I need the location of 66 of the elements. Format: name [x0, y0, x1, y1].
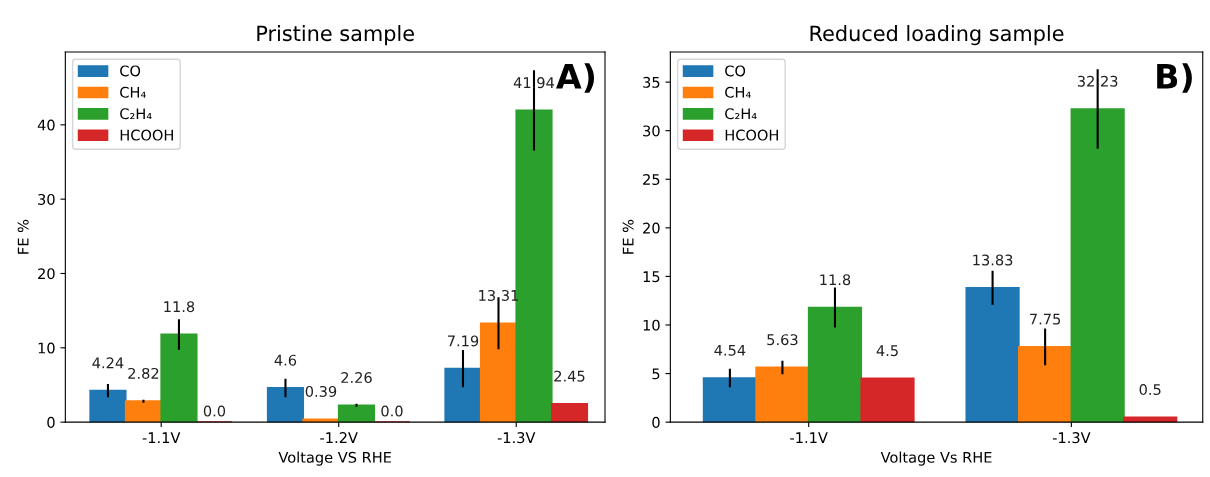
bar: [702, 377, 757, 423]
x-axis-title: Voltage Vs RHE: [880, 451, 992, 466]
data-label: 2.82: [128, 367, 159, 379]
chart-title: Reduced loading sample: [810, 25, 1064, 46]
bar: [444, 367, 482, 423]
legend-label: CH₄: [120, 86, 146, 98]
data-label: 0.39: [305, 385, 337, 397]
bar: [266, 387, 305, 423]
y-tick-label: 20: [643, 222, 660, 234]
bar: [124, 400, 163, 423]
y-tick-label: 25: [643, 173, 660, 186]
data-label: 7.75: [1030, 313, 1061, 325]
bar: [965, 286, 1020, 423]
legend-label: C₂H₄: [120, 108, 152, 120]
legend-label: HCOOH: [725, 129, 778, 141]
annotation: A): [556, 63, 595, 93]
y-tick-label: 30: [38, 193, 55, 205]
bar: [1018, 346, 1073, 423]
x-tick-label: -1.2V: [320, 432, 358, 443]
bar: [1070, 108, 1125, 423]
y-tick-label: 30: [643, 125, 660, 137]
y-tick-label: 5: [652, 368, 660, 380]
data-label: 4.6: [274, 354, 297, 366]
y-tick-label: 0: [47, 416, 55, 428]
y-tick-label: 20: [38, 268, 55, 280]
x-tick-label: -1.3V: [497, 432, 536, 444]
data-label: 4.24: [92, 357, 124, 369]
legend-label: CO: [725, 65, 746, 77]
bar: [89, 389, 127, 423]
data-label: 13.83: [973, 254, 1013, 266]
y-tick-label: 15: [643, 271, 660, 283]
legend-label: CH₄: [725, 86, 751, 98]
y-axis-title: FE %: [17, 219, 29, 254]
y-axis-title: FE %: [622, 219, 634, 254]
x-tick-label: -1.1V: [142, 432, 181, 443]
data-label: 5.63: [767, 334, 798, 346]
data-label: 2.26: [341, 372, 372, 384]
x-tick-label: -1.1V: [790, 432, 828, 443]
data-label: 11.8: [820, 274, 851, 286]
x-axis-title: Voltage VS RHE: [278, 451, 391, 466]
data-label: 11.8: [164, 301, 195, 313]
bar: [755, 366, 810, 423]
bar: [860, 377, 915, 423]
chart-title: Pristine sample: [257, 25, 414, 46]
bar: [550, 403, 589, 423]
bar: [479, 322, 518, 423]
data-label: 2.45: [554, 370, 585, 382]
annotation: B): [1157, 63, 1192, 93]
data-label: 0.0: [381, 405, 403, 417]
bar: [807, 306, 863, 423]
data-label: 7.19: [447, 335, 479, 347]
data-label: 4.5: [876, 345, 898, 357]
data-label: 4.54: [714, 344, 746, 356]
y-tick-label: 10: [643, 319, 660, 331]
data-label: 0.0: [203, 405, 226, 417]
bar: [160, 333, 198, 423]
legend-label: HCOOH: [120, 129, 173, 141]
data-label: 0.5: [1139, 383, 1161, 396]
legend-label: C₂H₄: [725, 108, 757, 120]
legend-label: CO: [120, 65, 141, 77]
y-tick-label: 35: [643, 76, 660, 88]
bar: [337, 404, 376, 423]
y-tick-label: 0: [652, 416, 660, 428]
y-tick-label: 10: [38, 342, 55, 354]
x-tick-label: -1.3V: [1052, 432, 1091, 444]
y-tick-label: 40: [37, 119, 55, 131]
